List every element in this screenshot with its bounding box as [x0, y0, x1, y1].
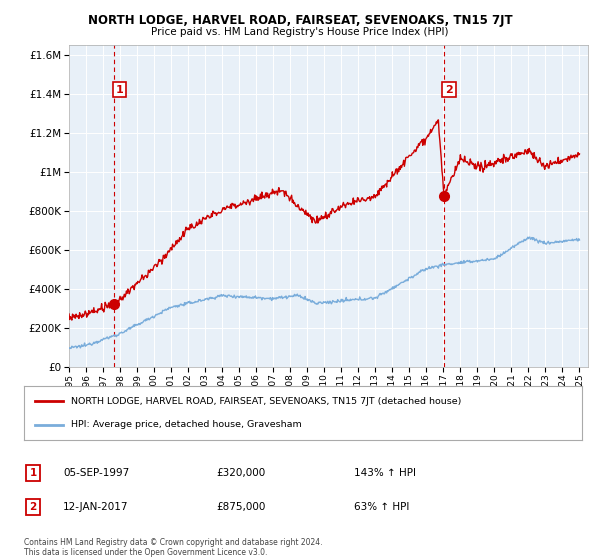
Text: £875,000: £875,000 [216, 502, 265, 512]
Text: £320,000: £320,000 [216, 468, 265, 478]
Text: 1: 1 [29, 468, 37, 478]
Text: NORTH LODGE, HARVEL ROAD, FAIRSEAT, SEVENOAKS, TN15 7JT (detached house): NORTH LODGE, HARVEL ROAD, FAIRSEAT, SEVE… [71, 397, 462, 406]
Text: 2: 2 [445, 85, 453, 95]
Text: 2: 2 [29, 502, 37, 512]
Text: 1: 1 [116, 85, 124, 95]
Text: 143% ↑ HPI: 143% ↑ HPI [354, 468, 416, 478]
Text: 12-JAN-2017: 12-JAN-2017 [63, 502, 128, 512]
Text: HPI: Average price, detached house, Gravesham: HPI: Average price, detached house, Grav… [71, 420, 302, 429]
Text: NORTH LODGE, HARVEL ROAD, FAIRSEAT, SEVENOAKS, TN15 7JT: NORTH LODGE, HARVEL ROAD, FAIRSEAT, SEVE… [88, 14, 512, 27]
Text: 05-SEP-1997: 05-SEP-1997 [63, 468, 129, 478]
Text: 63% ↑ HPI: 63% ↑ HPI [354, 502, 409, 512]
Text: Price paid vs. HM Land Registry's House Price Index (HPI): Price paid vs. HM Land Registry's House … [151, 27, 449, 37]
Text: Contains HM Land Registry data © Crown copyright and database right 2024.
This d: Contains HM Land Registry data © Crown c… [24, 538, 323, 557]
